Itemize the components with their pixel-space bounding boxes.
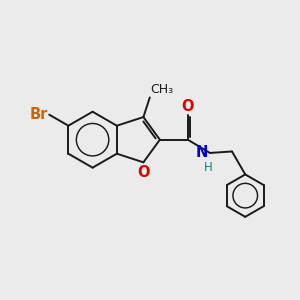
Text: CH₃: CH₃ [150, 83, 173, 96]
Text: Br: Br [29, 107, 48, 122]
Text: N: N [196, 146, 208, 160]
Text: O: O [182, 99, 194, 114]
Text: O: O [137, 165, 150, 180]
Text: H: H [204, 161, 213, 174]
